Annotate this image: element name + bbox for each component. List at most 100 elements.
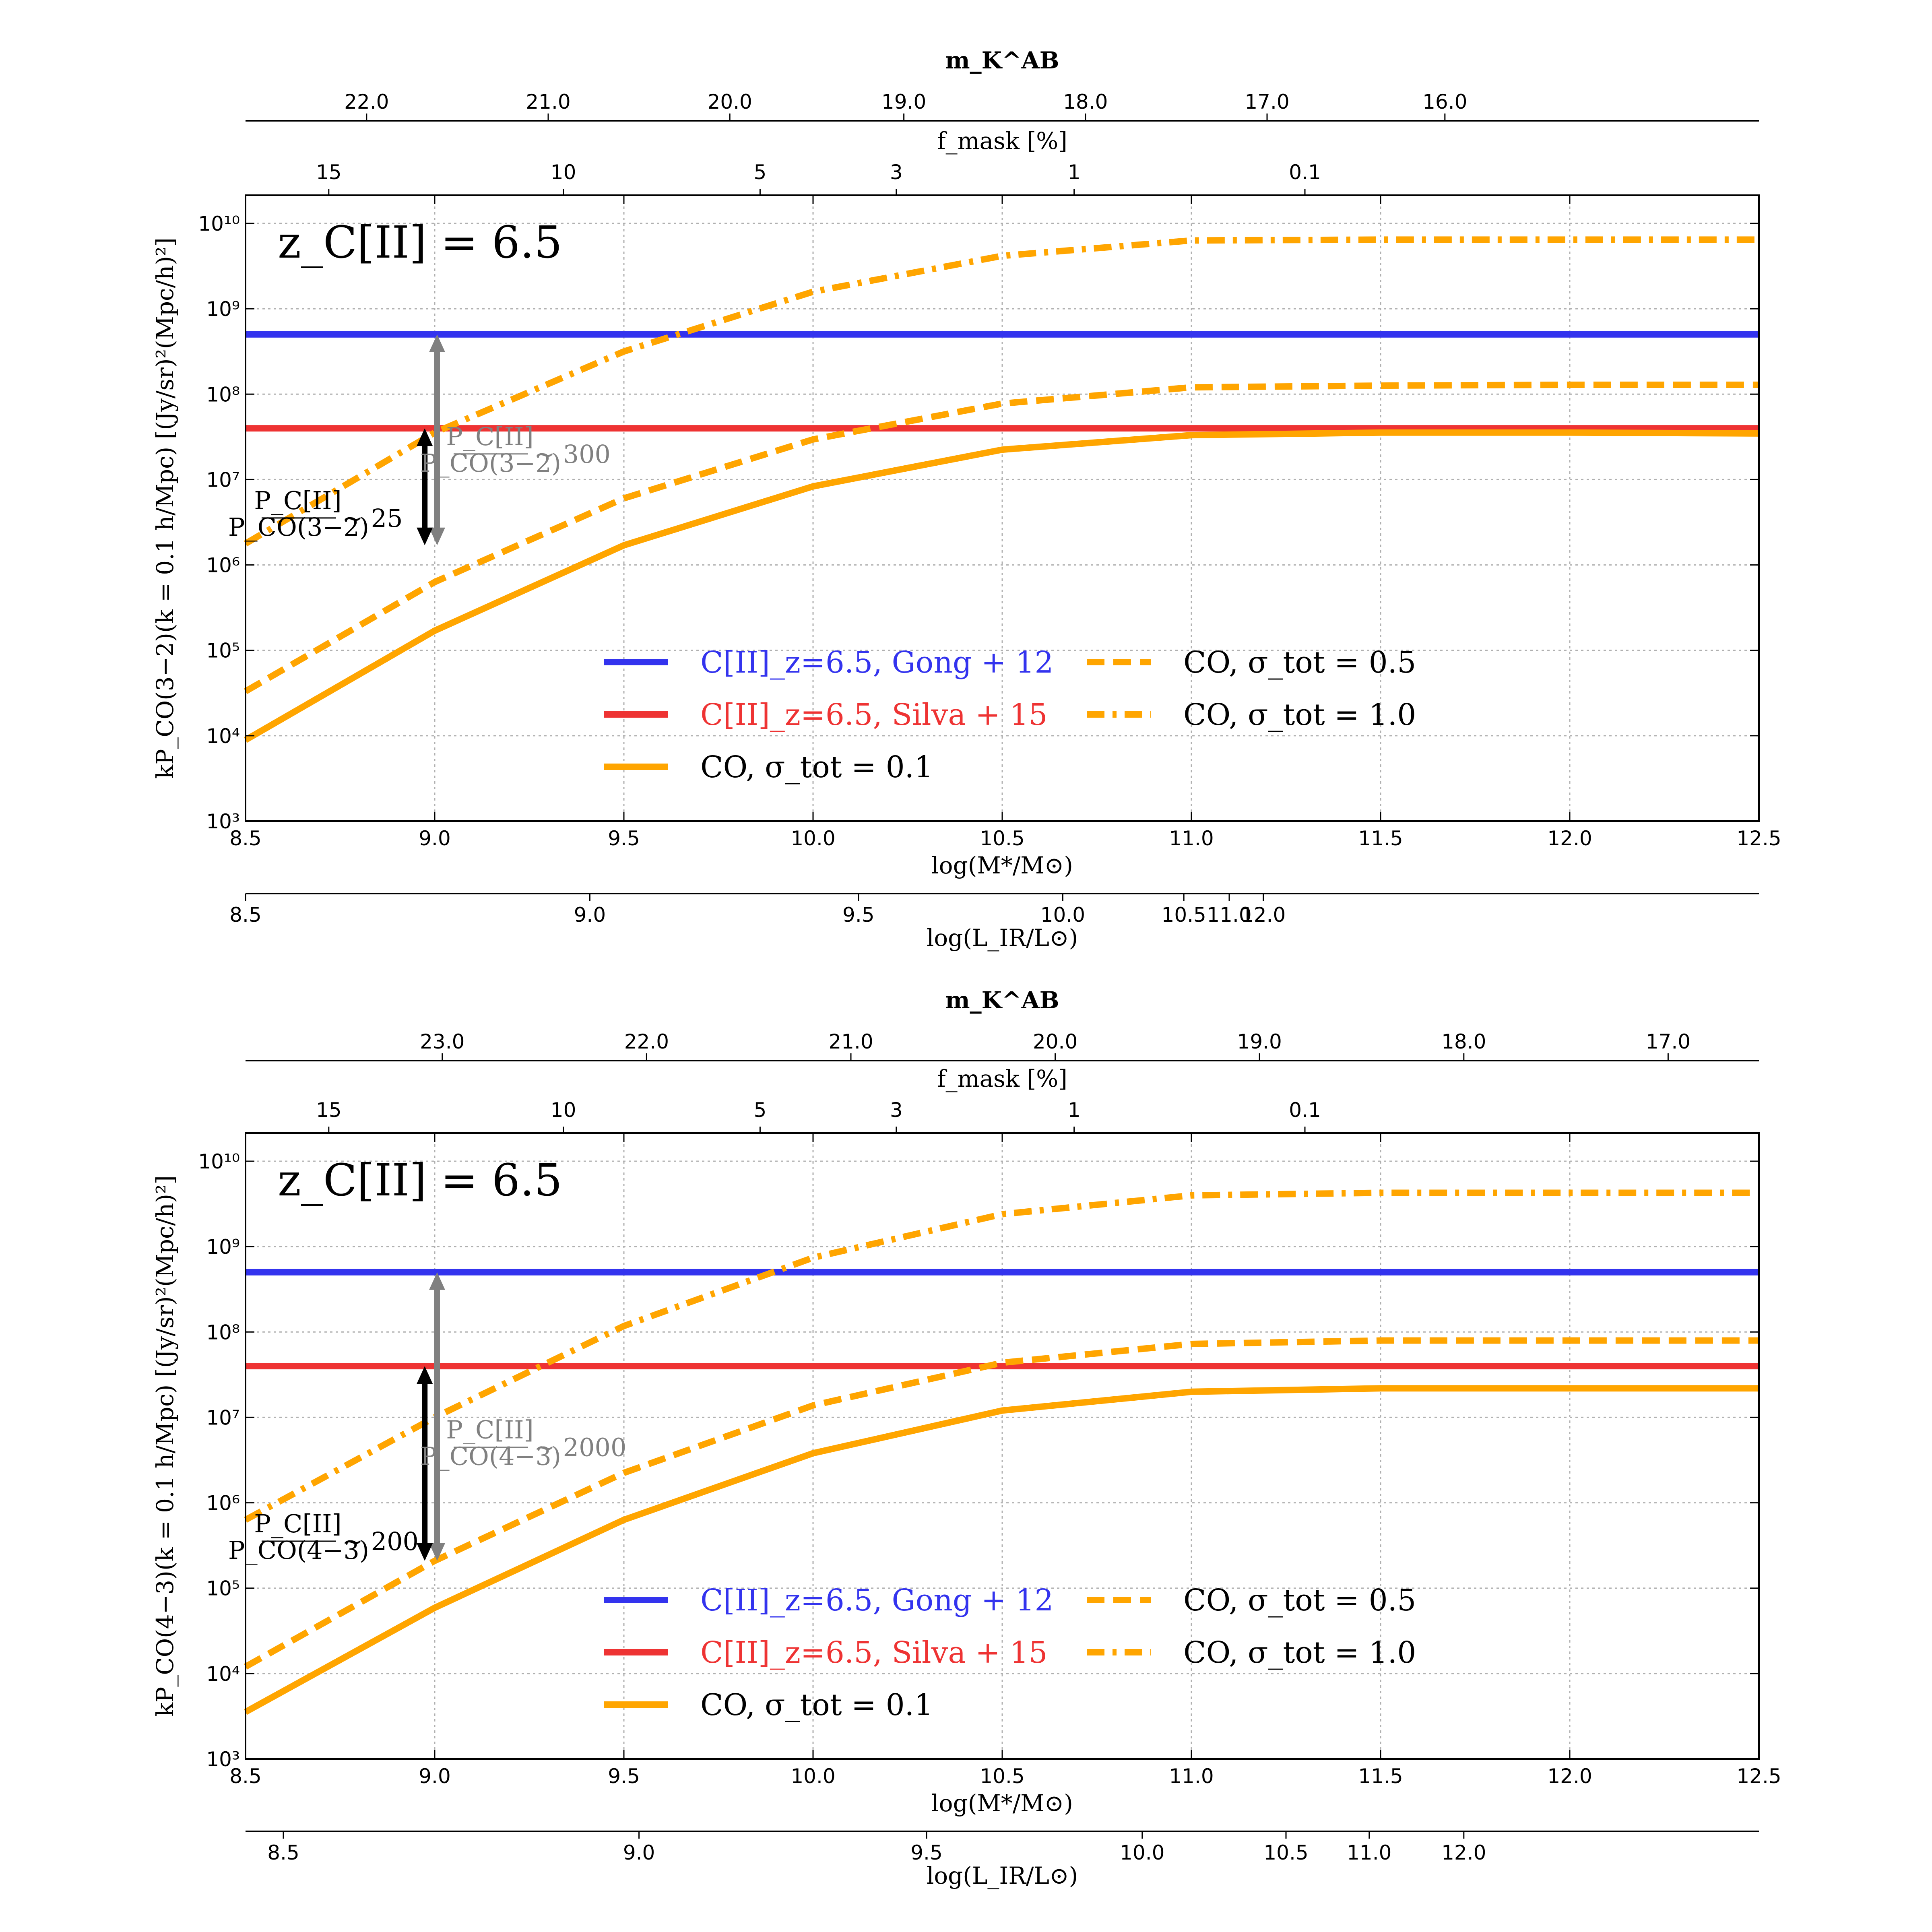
chart-panel-2: 8.5 9.0 9.5 10.0 10.5 11.0 11.5 12.0 12.5 log(M*/… — [151, 987, 1781, 1889]
x-tick-label: 11.5 — [1358, 1765, 1403, 1788]
mk-tick-label: 18.0 — [1063, 90, 1108, 114]
series-line-3 — [244, 429, 1759, 743]
fmask-tick-label: 3 — [890, 1098, 903, 1122]
mk-tick-label: 16.0 — [1422, 90, 1467, 114]
y-tick-label: 10⁹ — [206, 297, 240, 321]
y-tick-label: 10⁸ — [206, 1321, 240, 1344]
legend: C[II]_z=6.5, Gong + 12 C[II]_z=6.5, Silva… — [604, 1583, 1416, 1722]
mk-tick-label: 17.0 — [1245, 90, 1289, 114]
fmask-tick-label: 10 — [551, 1098, 576, 1122]
x-tick-label: 9.0 — [419, 827, 451, 850]
y-tick-label: 10³ — [206, 1748, 240, 1771]
redshift-label: z_C[II] = 6.5 — [278, 1154, 562, 1206]
mk-axis-label: m_K^AB — [945, 47, 1059, 74]
x-tick-label: 8.5 — [229, 827, 262, 850]
x-axis-label: log(M*/M⊙) — [931, 852, 1073, 879]
ratio-denominator: P_CO(3−2) — [228, 512, 369, 542]
lir-tick-label: 12.0 — [1241, 903, 1286, 927]
y-tick-label: 10⁵ — [206, 639, 240, 663]
x-tick-label: 11.0 — [1169, 1765, 1214, 1788]
y-tick-label: 10⁸ — [206, 383, 240, 406]
fmask-tick-label: 3 — [890, 161, 903, 184]
fmask-tick-label: 15 — [316, 1098, 342, 1122]
ratio-denominator: P_CO(4−3) — [420, 1442, 561, 1471]
y-axis-label: kP_CO(4−3)(k = 0.1 h/Mpc) [(Jy/sr)²(Mpc/… — [151, 1175, 179, 1717]
x-tick-label: 9.5 — [608, 827, 640, 850]
y-tick-label: 10¹⁰ — [198, 1150, 240, 1173]
arrow-head-up — [417, 428, 433, 446]
series-line-5 — [244, 1189, 1759, 1523]
x-tick-label: 10.0 — [791, 1765, 835, 1788]
y-axis-label: kP_CO(3−2)(k = 0.1 h/Mpc) [(Jy/sr)²(Mpc/… — [151, 237, 179, 779]
arrow-head-down — [417, 527, 433, 545]
fmask-tick-label: 1 — [1068, 161, 1081, 184]
chart-panel-1: 8.5 9.0 9.5 10.0 10.5 11.0 11.5 12.0 12.5log(M*/… — [151, 47, 1781, 952]
grid — [246, 1133, 1759, 1759]
ratio-annotation-2: P_C[II]P_CO(4−3)∼ 200 — [228, 1509, 419, 1565]
fmask-tick-label: 5 — [753, 1098, 766, 1122]
lir-tick-label: 8.5 — [229, 903, 262, 927]
lir-tick-label: 10.5 — [1162, 903, 1206, 927]
mk-tick-label: 21.0 — [828, 1030, 873, 1053]
arrow-head-up — [417, 1366, 433, 1384]
x-tick-label: 9.0 — [419, 1765, 451, 1788]
fmask-tick-label: 0.1 — [1289, 1098, 1321, 1122]
y-tick-label: 10³ — [206, 810, 240, 833]
fmask-tick-label: 15 — [316, 161, 342, 184]
fmask-tick-label: 0.1 — [1289, 161, 1321, 184]
x-tick-label: 12.0 — [1547, 827, 1592, 850]
y-tick-label: 10⁴ — [206, 724, 240, 748]
mk-tick-label: 21.0 — [526, 90, 570, 114]
fmask-tick-label: 1 — [1068, 1098, 1081, 1122]
x-tick-label: 12.5 — [1736, 1765, 1781, 1788]
legend-label-1: C[II]_z=6.5, Gong + 12 — [700, 1583, 1053, 1618]
arrow-head-down — [417, 1543, 433, 1561]
mk-tick-label: 22.0 — [344, 90, 389, 114]
arrow-head-down — [429, 527, 445, 545]
mk-tick-label: 19.0 — [1237, 1030, 1282, 1053]
ratio-denominator: P_CO(4−3) — [228, 1536, 369, 1565]
ratio-numerator: P_C[II] — [254, 486, 342, 515]
lir-tick-label: 9.0 — [623, 1841, 655, 1864]
mk-tick-label: 18.0 — [1441, 1030, 1486, 1053]
x-tick-label: 10.5 — [980, 1765, 1024, 1788]
series-line-5 — [244, 236, 1759, 547]
grid — [246, 195, 1759, 821]
y-tick-label: 10⁴ — [206, 1662, 240, 1686]
x-tick-label: 12.5 — [1736, 827, 1781, 850]
fmask-tick-label: 5 — [753, 161, 766, 184]
x-tick-label: 9.5 — [608, 1765, 640, 1788]
ratio-annotation-1: P_C[II]P_CO(3−2)∼ 300 — [420, 422, 611, 478]
series-line-3 — [244, 1385, 1759, 1715]
x-tick-label: 8.5 — [229, 1765, 262, 1788]
legend: C[II]_z=6.5, Gong + 12 C[II]_z=6.5, Silva… — [604, 645, 1416, 784]
legend-label-3: CO, σ_tot = 0.1 — [700, 1688, 933, 1722]
fmask-axis-label: f_mask [%] — [937, 127, 1067, 155]
legend-label-2: C[II]_z=6.5, Silva + 15 — [700, 1635, 1048, 1670]
lir-axis-label: log(L_IR/L⊙) — [927, 924, 1078, 952]
mk-tick-label: 20.0 — [1033, 1030, 1077, 1053]
legend-label-2: C[II]_z=6.5, Silva + 15 — [700, 698, 1048, 732]
lir-tick-label: 11.0 — [1347, 1841, 1391, 1864]
lir-axis-label: log(L_IR/L⊙) — [927, 1862, 1078, 1889]
ratio-value: ∼ 200 — [342, 1527, 419, 1556]
y-tick-label: 10⁷ — [206, 468, 240, 491]
lir-tick-label: 10.0 — [1040, 903, 1085, 927]
lir-tick-label: 9.0 — [574, 903, 606, 927]
lir-tick-label: 10.5 — [1263, 1841, 1308, 1864]
lir-tick-label: 9.5 — [842, 903, 875, 927]
ratio-value: ∼ 300 — [534, 440, 611, 469]
legend-label-1: C[II]_z=6.5, Gong + 12 — [700, 645, 1053, 680]
legend-label-4: CO, σ_tot = 0.5 — [1183, 645, 1416, 680]
ratio-value: ∼ 25 — [342, 504, 403, 533]
fmask-axis-label: f_mask [%] — [937, 1065, 1067, 1092]
mk-tick-label: 20.0 — [708, 90, 752, 114]
mk-tick-label: 17.0 — [1646, 1030, 1690, 1053]
mk-tick-label: 19.0 — [881, 90, 926, 114]
lir-tick-label: 12.0 — [1441, 1841, 1486, 1864]
arrow-head-up — [429, 334, 445, 352]
y-tick-label: 10⁶ — [206, 554, 240, 577]
legend-label-3: CO, σ_tot = 0.1 — [700, 750, 933, 784]
ratio-arrow-1 — [429, 1272, 445, 1561]
